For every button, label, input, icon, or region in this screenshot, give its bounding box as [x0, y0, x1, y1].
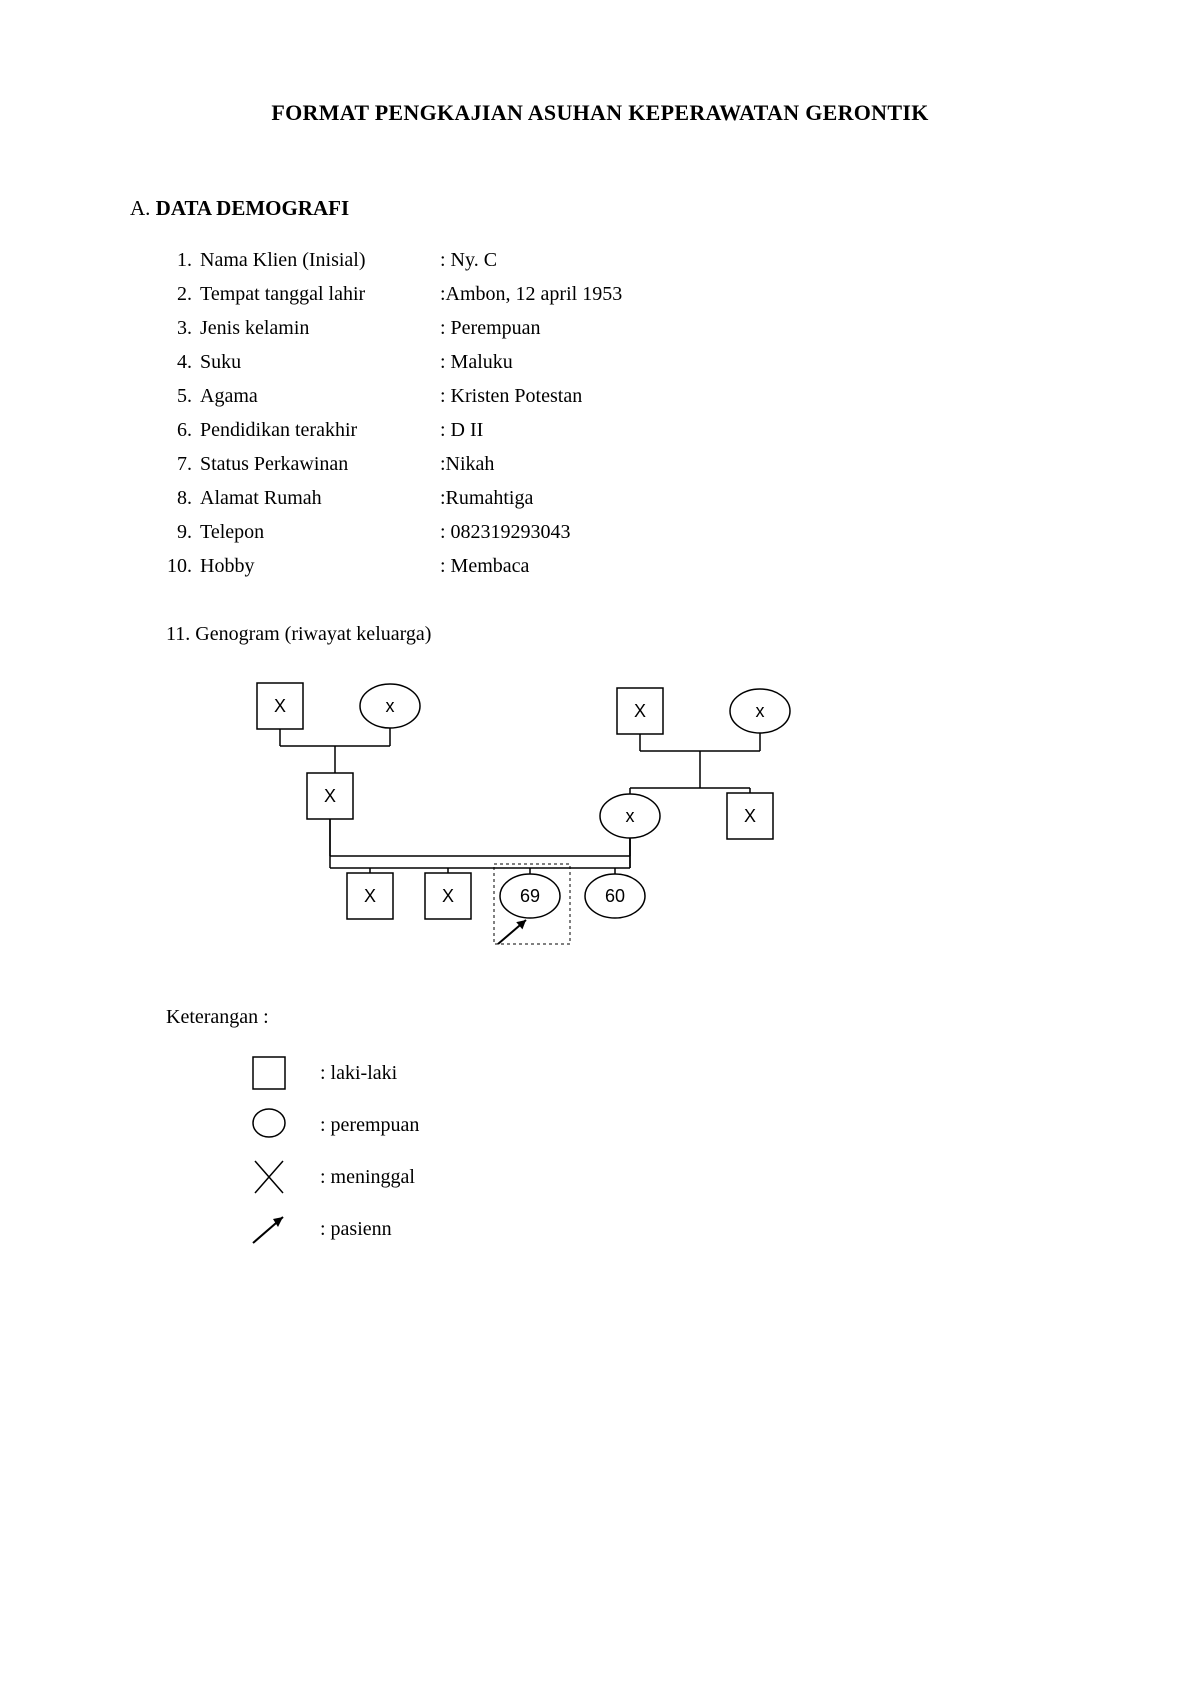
demographic-value: : Maluku — [440, 345, 1070, 379]
svg-text:x: x — [386, 696, 395, 716]
demographic-list: 1.Nama Klien (Inisial): Ny. C2.Tempat ta… — [166, 243, 1070, 583]
section-a-prefix: A. — [130, 196, 156, 220]
legend-title: Keterangan : — [166, 1006, 1070, 1029]
demographic-value: : Kristen Potestan — [440, 379, 1070, 413]
demographic-num: 3. — [166, 311, 200, 345]
document-page: FORMAT PENGKAJIAN ASUHAN KEPERAWATAN GER… — [0, 0, 1200, 1698]
demographic-value: : 082319293043 — [440, 515, 1070, 549]
legend-row: : meninggal — [240, 1151, 1070, 1203]
genogram-item-num: 11. — [166, 623, 190, 645]
legend-symbol-square — [240, 1051, 300, 1095]
demographic-row: 10.Hobby: Membaca — [166, 549, 1070, 583]
demographic-row: 4.Suku: Maluku — [166, 345, 1070, 379]
demographic-label: Tempat tanggal lahir — [200, 277, 440, 311]
demographic-label: Suku — [200, 345, 440, 379]
genogram-item: 11. Genogram (riwayat keluarga) — [166, 623, 1070, 646]
legend-text: : meninggal — [320, 1166, 415, 1189]
demographic-row: 8.Alamat Rumah:Rumahtiga — [166, 481, 1070, 515]
demographic-label: Status Perkawinan — [200, 447, 440, 481]
demographic-value: : Membaca — [440, 549, 1070, 583]
genogram-diagram: Xx Xx Xx X X X 69 60 — [190, 676, 890, 976]
legend-row: : laki-laki — [240, 1047, 1070, 1099]
demographic-value: : Perempuan — [440, 311, 1070, 345]
demographic-num: 10. — [166, 549, 200, 583]
demographic-label: Alamat Rumah — [200, 481, 440, 515]
demographic-label: Telepon — [200, 515, 440, 549]
demographic-num: 8. — [166, 481, 200, 515]
legend-text: : pasienn — [320, 1218, 392, 1241]
demographic-value: :Rumahtiga — [440, 481, 1070, 515]
section-a-heading: A. DATA DEMOGRAFI — [130, 196, 1070, 221]
demographic-label: Pendidikan terakhir — [200, 413, 440, 447]
section-a-text: DATA DEMOGRAFI — [156, 196, 349, 220]
svg-text:X: X — [634, 701, 646, 721]
genogram-item-text: Genogram (riwayat keluarga) — [195, 623, 431, 645]
legend-symbol-arrow — [240, 1207, 300, 1251]
svg-text:60: 60 — [605, 886, 625, 906]
demographic-label: Jenis kelamin — [200, 311, 440, 345]
svg-text:X: X — [324, 786, 336, 806]
demographic-num: 6. — [166, 413, 200, 447]
demographic-num: 2. — [166, 277, 200, 311]
legend-symbol-ellipse — [240, 1103, 300, 1147]
demographic-num: 1. — [166, 243, 200, 277]
demographic-row: 7.Status Perkawinan:Nikah — [166, 447, 1070, 481]
demographic-value: : Ny. C — [440, 243, 1070, 277]
legend: : laki-laki : perempuan : meninggal : pasie… — [240, 1047, 1070, 1255]
legend-row: : perempuan — [240, 1099, 1070, 1151]
legend-text: : perempuan — [320, 1114, 419, 1137]
demographic-label: Hobby — [200, 549, 440, 583]
demographic-num: 4. — [166, 345, 200, 379]
demographic-num: 7. — [166, 447, 200, 481]
demographic-value: :Ambon, 12 april 1953 — [440, 277, 1070, 311]
demographic-num: 9. — [166, 515, 200, 549]
svg-text:X: X — [744, 806, 756, 826]
legend-text: : laki-laki — [320, 1062, 397, 1085]
demographic-row: 2.Tempat tanggal lahir:Ambon, 12 april 1… — [166, 277, 1070, 311]
demographic-row: 6.Pendidikan terakhir: D II — [166, 413, 1070, 447]
svg-text:X: X — [274, 696, 286, 716]
svg-text:x: x — [626, 806, 635, 826]
demographic-num: 5. — [166, 379, 200, 413]
document-title: FORMAT PENGKAJIAN ASUHAN KEPERAWATAN GER… — [130, 100, 1070, 126]
demographic-label: Nama Klien (Inisial) — [200, 243, 440, 277]
demographic-row: 3.Jenis kelamin: Perempuan — [166, 311, 1070, 345]
legend-row: : pasienn — [240, 1203, 1070, 1255]
demographic-row: 5.Agama: Kristen Potestan — [166, 379, 1070, 413]
legend-symbol-cross — [240, 1155, 300, 1199]
svg-text:69: 69 — [520, 886, 540, 906]
svg-text:X: X — [364, 886, 376, 906]
demographic-label: Agama — [200, 379, 440, 413]
svg-text:x: x — [756, 701, 765, 721]
demographic-row: 9.Telepon: 082319293043 — [166, 515, 1070, 549]
demographic-value: : D II — [440, 413, 1070, 447]
genogram-svg: Xx Xx Xx X X X 69 60 — [190, 676, 890, 976]
demographic-value: :Nikah — [440, 447, 1070, 481]
svg-text:X: X — [442, 886, 454, 906]
demographic-row: 1.Nama Klien (Inisial): Ny. C — [166, 243, 1070, 277]
